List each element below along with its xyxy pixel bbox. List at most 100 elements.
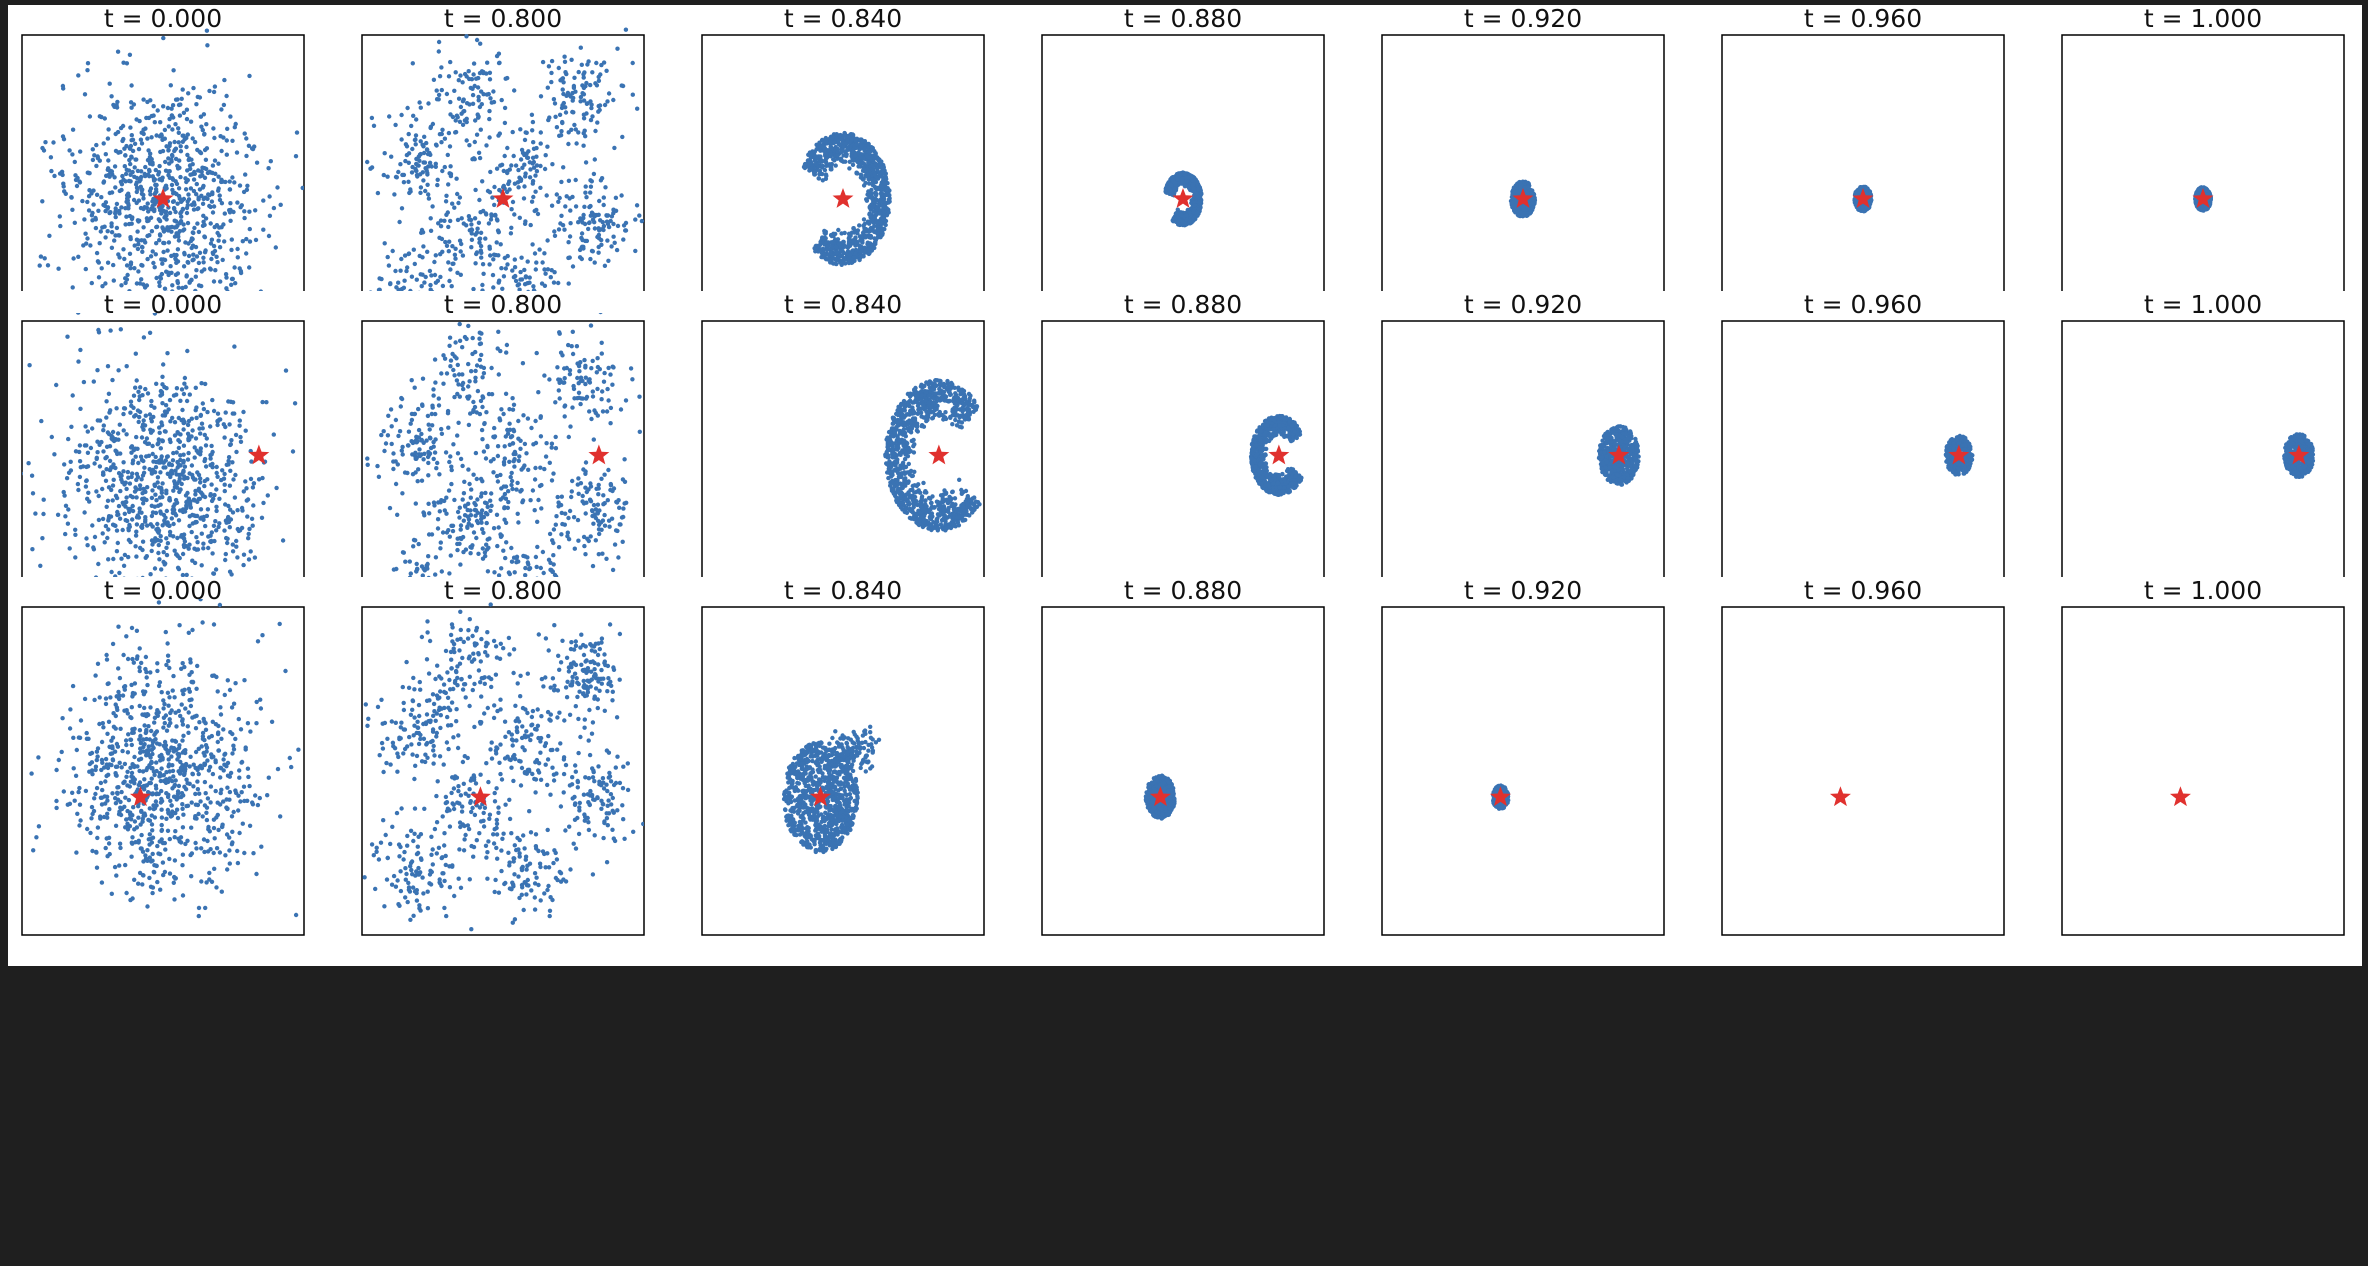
scatter-point [85,236,90,241]
scatter-point [490,195,495,200]
scatter-point [132,165,137,170]
scatter-point [422,280,427,285]
scatter-point [409,170,415,175]
scatter-point [505,262,510,267]
scatter-point [158,120,163,125]
scatter-point [829,167,834,172]
scatter-point [418,190,423,195]
scatter-point [227,187,232,192]
scatter-point [128,262,134,267]
scatter-point [568,208,573,213]
scatter-point [189,277,194,283]
scatter-point [851,239,856,244]
scatter-point [128,161,133,167]
scatter-point [471,286,476,292]
scatter-point [149,229,155,234]
scatter-point [1857,189,1863,194]
scatter-point [221,135,226,140]
scatter-point [569,57,574,62]
scatter-point [417,158,422,163]
scatter-point [243,172,248,177]
scatter-point [857,162,863,168]
scatter-point [134,281,140,286]
scatter-point [155,108,160,113]
scatter-point [85,429,91,434]
scatter-point [501,274,507,279]
scatter-point [149,135,154,140]
scatter-point [134,157,139,162]
scatter-point [499,266,504,271]
scatter-point [851,158,856,163]
scatter-point [554,192,559,197]
scatter-point [480,179,485,184]
scatter-point [522,184,527,189]
scatter-point [545,85,550,90]
scatter-point [208,267,213,272]
scatter-point [431,77,437,83]
scatter-point [148,192,153,197]
scatter-point [169,270,174,275]
scatter-point [60,134,66,139]
scatter-point [866,150,872,155]
scatter-point [453,70,458,75]
scatter-point [134,237,140,242]
scatter-point [180,87,185,92]
scatter-point [476,220,482,225]
scatter-point [523,171,528,176]
scatter-point [492,202,497,208]
scatter-point [489,213,494,219]
scatter-point [148,151,153,156]
scatter-point [121,247,126,252]
scatter-point [563,70,568,75]
scatter-point [1191,185,1196,191]
scatter-point [487,135,492,140]
scatter-point [831,231,836,236]
scatter-point [814,147,819,152]
scatter-point [127,213,133,219]
scatter-point [300,185,304,191]
scatter-point [479,255,484,260]
scatter-point [224,152,229,157]
scatter-point [381,172,386,178]
scatter-point [109,245,115,250]
scatter-point [305,189,309,193]
scatter-point [589,210,595,215]
scatter-point [887,199,892,204]
scatter-point [559,213,564,218]
scatter-point [172,234,178,239]
scatter-point [522,221,528,226]
scatter-point [129,105,134,110]
scatter-point [129,133,134,138]
scatter-point [188,172,193,177]
scatter-point [1864,191,1869,196]
scatter-point [847,252,853,257]
scatter-point [589,248,595,254]
scatter-point [192,171,197,176]
scatter-point [513,273,518,279]
scatter-point [186,241,191,246]
scatter-point [563,204,568,209]
scatter-point [176,186,182,191]
scatter-point [869,194,875,199]
scatter-point [396,280,401,285]
scatter-point [861,167,867,172]
scatter-point [400,172,405,178]
scatter-point [487,262,492,267]
scatter-point [433,164,438,169]
scatter-point [453,256,458,261]
scatter-point [2207,201,2213,207]
scatter-point [552,101,558,106]
scatter-point [176,126,181,131]
scatter-point [159,211,164,216]
scatter-point [115,49,121,54]
scatter-point [428,216,433,221]
scatter-point [145,99,150,105]
scatter-point [822,167,828,173]
scatter-point [491,99,497,105]
scatter-point [49,168,54,174]
scatter-point [452,205,457,210]
scatter-point [502,105,508,111]
scatter-point [141,335,147,340]
scatter-point [365,159,370,165]
scatter-point [147,159,153,165]
